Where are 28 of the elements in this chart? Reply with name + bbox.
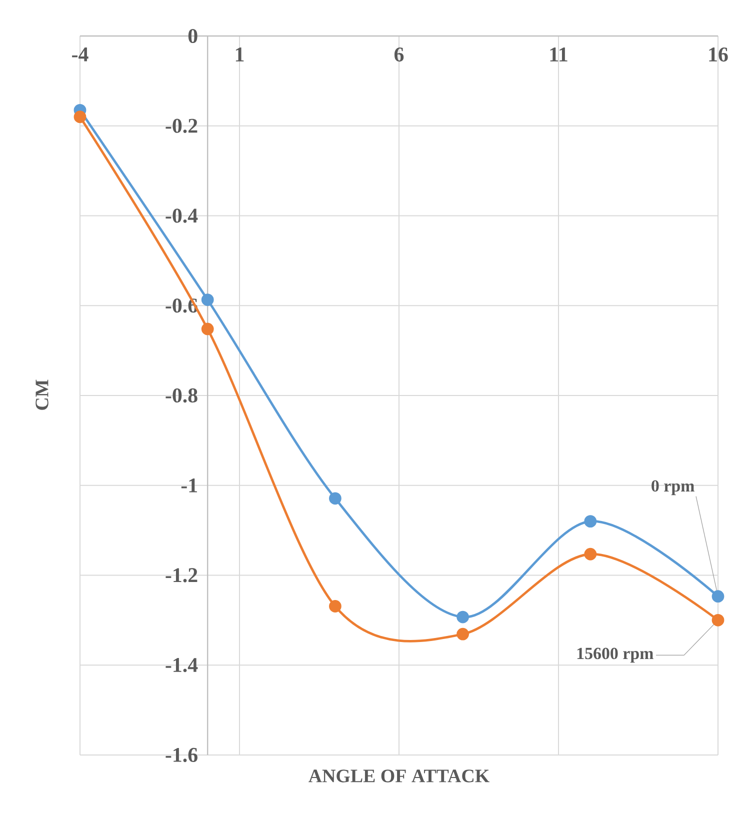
point (74, 110, 86, 124)
x-tick-label: 6 (394, 48, 404, 62)
y-tick-label: -0.8 (166, 388, 198, 403)
point (584, 548, 597, 560)
y-tick-label: 0 (188, 28, 198, 44)
y-tick-label: -1.2 (166, 568, 198, 582)
x-tick-label: -4 (72, 48, 88, 62)
x-tick-label: 16 (709, 48, 728, 62)
point (201, 322, 214, 336)
y-tick-label: -0.2 (166, 118, 198, 133)
x-axis-title: ANGLE OF ATTACK (308, 770, 490, 782)
y-tick-label: -1.4 (166, 658, 198, 672)
y-tick-label: -1.6 (166, 748, 198, 762)
y-axis-title: CM (36, 380, 48, 410)
point (584, 515, 597, 528)
x-tick-label: 1 (236, 48, 244, 62)
point (329, 600, 342, 612)
x-tick-label: 11 (550, 48, 568, 62)
text: 0 rpm (652, 480, 694, 496)
y-tick-label: -0.4 (166, 208, 198, 223)
point (712, 590, 724, 603)
point (712, 614, 724, 626)
y-tick-label: -1 (181, 478, 197, 492)
point (329, 492, 342, 505)
point (456, 628, 469, 640)
point (201, 294, 214, 306)
text: 15600 rpm (577, 648, 654, 663)
point (456, 610, 469, 624)
